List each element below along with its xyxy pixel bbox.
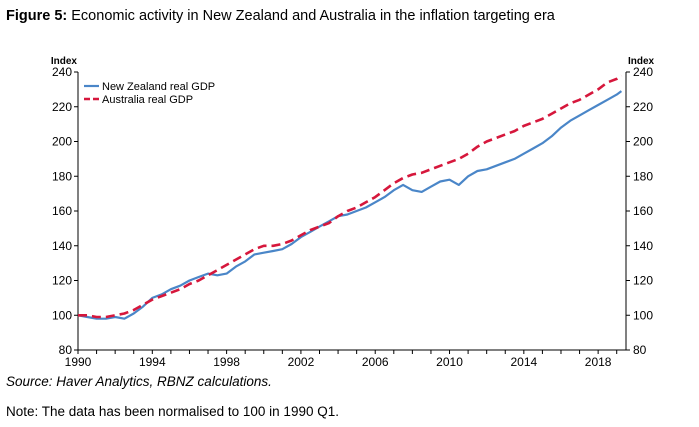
y-tick-label-right: 160 <box>633 204 653 218</box>
x-tick-label: 1994 <box>139 355 166 369</box>
y-tick-label-left: 120 <box>52 274 72 288</box>
y-tick-label-right: 100 <box>633 308 653 322</box>
y-tick-label-right: 200 <box>633 135 653 149</box>
y-tick-label-left: 160 <box>52 204 72 218</box>
y-tick-label-right: 240 <box>633 65 653 79</box>
figure-title-text: Economic activity in New Zealand and Aus… <box>67 8 555 24</box>
y-tick-label-right: 120 <box>633 274 653 288</box>
x-tick-label: 2018 <box>585 355 612 369</box>
source-note: Source: Haver Analytics, RBNZ calculatio… <box>6 374 272 389</box>
x-tick-label: 2006 <box>362 355 389 369</box>
y-tick-label-left: 180 <box>52 169 72 183</box>
figure-title: Figure 5: Economic activity in New Zeala… <box>6 8 555 24</box>
legend-label: Australia real GDP <box>102 94 193 106</box>
x-tick-label: 2002 <box>288 355 315 369</box>
y-tick-label-left: 220 <box>52 100 72 114</box>
normalisation-note: Note: The data has been normalised to 10… <box>6 404 339 419</box>
x-tick-label: 1990 <box>65 355 92 369</box>
y-tick-label-right: 220 <box>633 100 653 114</box>
y-tick-label-left: 80 <box>59 343 73 357</box>
x-tick-label: 2014 <box>510 355 537 369</box>
legend-label: New Zealand real GDP <box>102 81 215 93</box>
x-tick-label: 2010 <box>436 355 463 369</box>
series-line-australia <box>78 74 623 319</box>
y-tick-label-right: 180 <box>633 169 653 183</box>
y-tick-label-left: 240 <box>52 65 72 79</box>
gdp-line-chart: Index Index 80 80 100 100 120 120 140 140 160 160 18… <box>51 56 655 369</box>
y-tick-label-left: 140 <box>52 239 72 253</box>
series-line-new-zealand <box>77 90 623 320</box>
y-tick-label-left: 100 <box>52 308 72 322</box>
left-axis-title: Index <box>51 56 78 67</box>
figure-label: Figure 5: <box>6 8 68 24</box>
y-tick-label-right: 140 <box>633 239 653 253</box>
right-axis-title: Index <box>628 56 655 67</box>
y-tick-label-left: 200 <box>52 135 72 149</box>
y-tick-label-right: 80 <box>633 343 647 357</box>
x-tick-label: 1998 <box>213 355 240 369</box>
